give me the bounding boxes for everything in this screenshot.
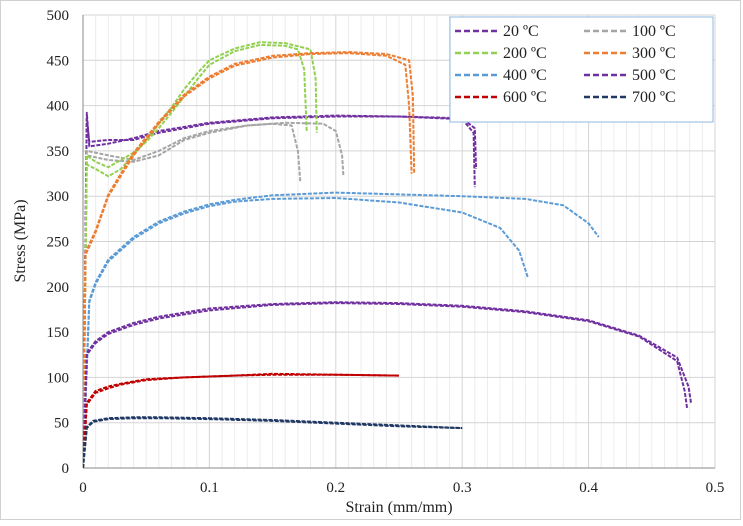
legend-label: 700 ºC — [632, 89, 676, 106]
x-tick-label: 0 — [79, 480, 87, 496]
series-line — [83, 417, 463, 468]
legend-label: 500 ºC — [632, 67, 676, 84]
series-line — [83, 51, 416, 468]
legend-item: 600 ºC — [455, 89, 547, 106]
gridlines — [83, 14, 716, 468]
legend-label: 300 ºC — [632, 45, 676, 62]
legend-label: 20 ºC — [503, 23, 539, 40]
x-tick-label: 0.5 — [706, 480, 725, 496]
y-tick-label: 100 — [47, 370, 70, 386]
y-tick-labels: 0 50 100 150 200 250 300 350 400 450 500 — [47, 8, 70, 477]
legend-item: 500 ºC — [584, 67, 676, 84]
legend: 20 ºC 100 ºC 200 ºC 300 ºC 400 ºC 500 ºC 600 º… — [449, 16, 714, 123]
series-line — [83, 372, 400, 468]
legend-item: 400 ºC — [455, 67, 547, 84]
y-axis-title: Stress (MPa) — [12, 199, 29, 282]
series-line — [83, 52, 413, 468]
y-tick-label: 150 — [47, 325, 70, 341]
series-2 — [83, 121, 345, 468]
series-4 — [83, 51, 416, 468]
legend-item: 20 ºC — [455, 23, 539, 40]
x-tick-label: 0.1 — [200, 480, 219, 496]
y-tick-label: 400 — [47, 99, 70, 115]
series-line — [83, 121, 345, 468]
series-line — [83, 43, 308, 468]
series-5 — [83, 191, 600, 468]
series-line — [83, 191, 600, 468]
legend-box — [449, 16, 714, 123]
series-1 — [83, 111, 478, 468]
series-line — [83, 111, 476, 468]
legend-item: 300 ºC — [584, 45, 676, 62]
y-tick-label: 450 — [47, 53, 70, 69]
y-tick-label: 0 — [62, 461, 70, 477]
legend-item: 200 ºC — [455, 45, 547, 62]
series-line — [83, 122, 302, 468]
legend-item: 100 ºC — [584, 23, 676, 40]
x-tick-label: 0.3 — [453, 480, 472, 496]
legend-item: 700 ºC — [584, 89, 676, 106]
legend-label: 200 ºC — [503, 45, 547, 62]
x-axis-title: Strain (mm/mm) — [345, 499, 452, 516]
series-line — [83, 115, 478, 468]
series-8 — [83, 416, 463, 468]
plot-area — [83, 41, 692, 468]
y-tick-label: 500 — [47, 8, 70, 24]
series-7 — [83, 372, 400, 468]
y-tick-label: 300 — [47, 189, 70, 205]
series-6 — [83, 301, 692, 468]
y-tick-label: 350 — [47, 144, 70, 160]
x-tick-label: 0.4 — [579, 480, 598, 496]
series-line — [83, 302, 689, 468]
series-line — [83, 197, 529, 468]
y-tick-label: 250 — [47, 235, 70, 251]
x-tick-label: 0.2 — [326, 480, 345, 496]
y-tick-label: 200 — [47, 280, 70, 296]
series-line — [83, 373, 400, 468]
legend-label: 400 ºC — [503, 67, 547, 84]
series-line — [83, 41, 318, 468]
series-line — [83, 301, 692, 468]
legend-label: 100 ºC — [632, 23, 676, 40]
x-tick-labels: 0 0.1 0.2 0.3 0.4 0.5 — [79, 480, 724, 496]
y-tick-label: 50 — [54, 416, 69, 432]
legend-label: 600 ºC — [503, 89, 547, 106]
